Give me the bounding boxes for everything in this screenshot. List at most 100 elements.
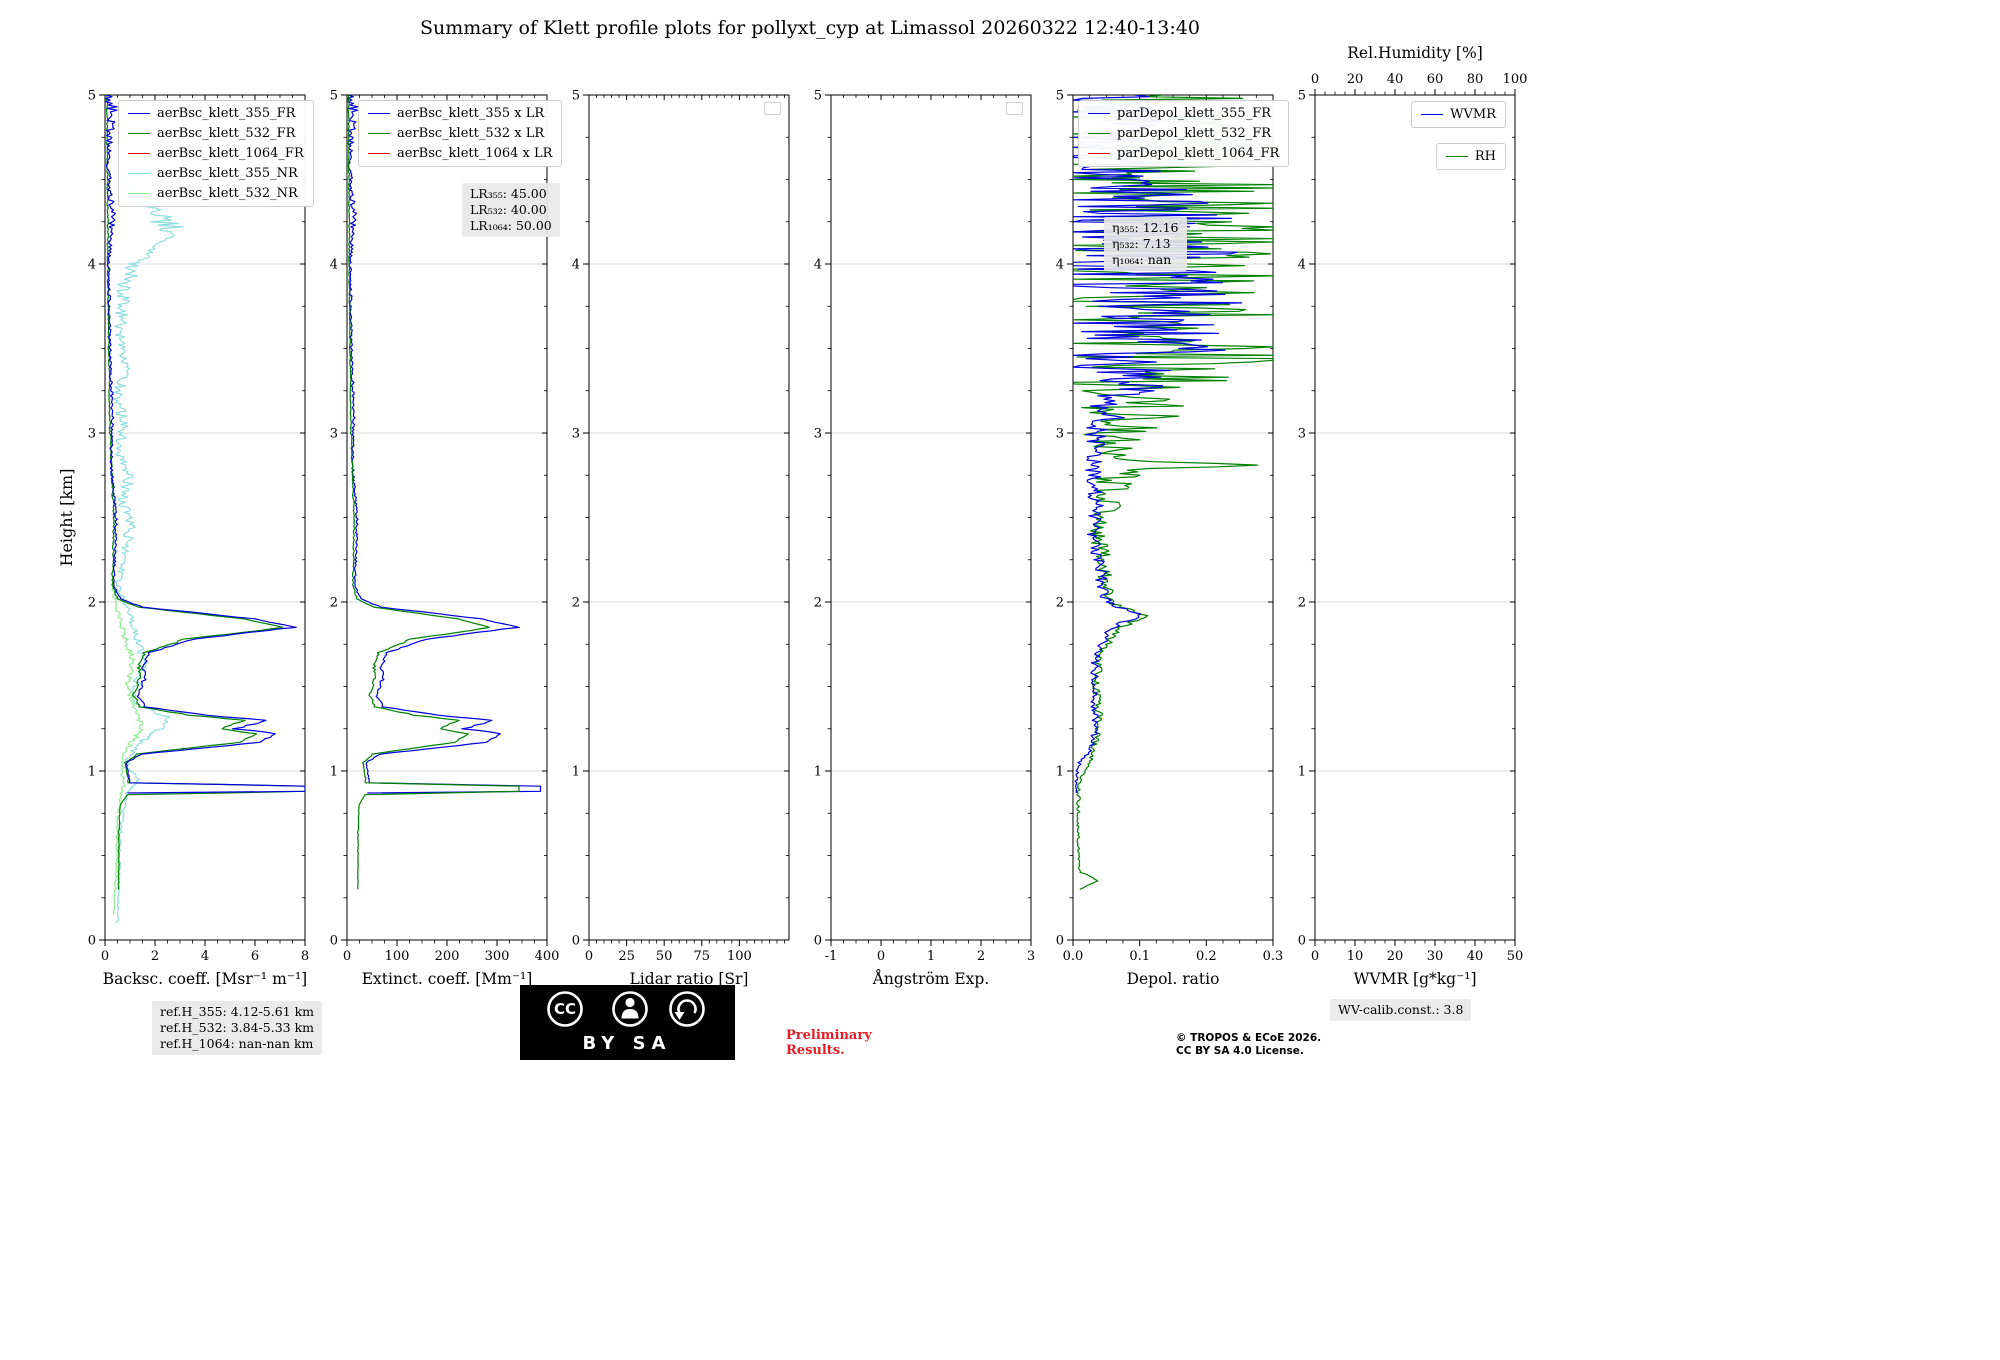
xlabel-wvmr: WVMR [g*kg⁻¹]: [1353, 970, 1476, 988]
y-tick-label: 3: [330, 427, 338, 442]
y-tick-label: 3: [88, 427, 96, 442]
y-tick-label: 1: [1298, 765, 1306, 780]
y-tick-label: 5: [1056, 89, 1064, 104]
series-parDepol_klett_355_FR: [1073, 95, 1243, 794]
figure-title: Summary of Klett profile plots for polly…: [420, 17, 1200, 39]
x-tick-label: 200: [435, 949, 460, 964]
x-tick-label: 6: [251, 949, 259, 964]
x-tick-label: 100: [727, 949, 752, 964]
x-tick-label: 4: [201, 949, 209, 964]
x-tick-label: 75: [694, 949, 711, 964]
x-tick-label: 0.3: [1263, 949, 1284, 964]
x-tick-label: 0.1: [1129, 949, 1150, 964]
copyright-line-1: © TROPOS & ECoE 2026.: [1176, 1032, 1322, 1044]
copyright-note: © TROPOS & ECoE 2026. CC BY SA 4.0 Licen…: [1176, 1032, 1321, 1057]
x-tick-label: 0: [1311, 949, 1319, 964]
preliminary-results-note: Preliminary Results.: [786, 1028, 872, 1058]
y-tick-label: 1: [1056, 765, 1064, 780]
top-tick-label: 0: [1311, 72, 1319, 87]
y-tick-label: 0: [330, 934, 338, 949]
series-aerBsc_klett_355_FR: [105, 95, 305, 794]
y-tick-label: 0: [1056, 934, 1064, 949]
x-tick-label: 30: [1427, 949, 1444, 964]
person-icon: [612, 991, 648, 1027]
y-tick-label: 5: [572, 89, 580, 104]
x-tick-label: 0.2: [1196, 949, 1217, 964]
axes-spines: [588, 94, 790, 941]
ref-h-355: ref.H_355: 4.12-5.61 km: [160, 1004, 315, 1019]
cc-by-sa-text: BY SA: [583, 1033, 672, 1054]
x-tick-label: 40: [1467, 949, 1484, 964]
top-tick-label: 40: [1387, 72, 1404, 87]
preliminary-line-1: Preliminary: [786, 1028, 872, 1043]
y-tick-label: 1: [330, 765, 338, 780]
x-tick-label: 300: [485, 949, 510, 964]
top-tick-label: 80: [1467, 72, 1484, 87]
y-tick-label: 5: [88, 89, 96, 104]
ylabel: Height [km]: [57, 469, 76, 567]
y-tick-label: 4: [1056, 258, 1064, 273]
x-tick-label: 50: [656, 949, 673, 964]
y-tick-label: 4: [88, 258, 96, 273]
x-tick-label: 8: [301, 949, 309, 964]
cc-icon-label: CC: [554, 1000, 576, 1018]
y-tick-label: 4: [330, 258, 338, 273]
y-tick-label: 2: [814, 596, 822, 611]
y-tick-label: 0: [572, 934, 580, 949]
y-tick-label: 1: [88, 765, 96, 780]
y-tick-label: 4: [1298, 258, 1306, 273]
y-tick-label: 0: [814, 934, 822, 949]
y-tick-label: 2: [572, 596, 580, 611]
y-tick-label: 3: [572, 427, 580, 442]
series-aerBsc_klett_355_NR: [112, 170, 184, 924]
top-axis-label: Rel.Humidity [%]: [1347, 44, 1483, 62]
series-aerBsc_klett_355_x_LR: [347, 95, 542, 794]
y-tick-label: 4: [814, 258, 822, 273]
panel-depol: 0 1 2 3 4 5 0.0 0.1 0.2 0.3 Depol. ratio: [1056, 89, 1284, 989]
x-tick-label: 0: [101, 949, 109, 964]
ref-h-532: ref.H_532: 3.84-5.33 km: [160, 1020, 315, 1035]
wv-calibration-note: WV-calib.const.: 3.8: [1330, 999, 1472, 1021]
x-tick-label: -1: [825, 949, 838, 964]
top-tick-label: 60: [1427, 72, 1444, 87]
y-tick-label: 5: [330, 89, 338, 104]
xlabel-lr: Lidar ratio [Sr]: [630, 970, 749, 988]
axes-spines: [1314, 94, 1516, 941]
reference-height-box: ref.H_355: 4.12-5.61 km ref.H_532: 3.84-…: [152, 1001, 323, 1055]
x-tick-label: 1: [927, 949, 935, 964]
axes-spines: [830, 94, 1032, 941]
y-tick-label: 1: [572, 765, 580, 780]
preliminary-line-2: Results.: [786, 1043, 845, 1058]
y-tick-label: 2: [1298, 596, 1306, 611]
y-tick-label: 4: [572, 258, 580, 273]
x-tick-label: 10: [1347, 949, 1364, 964]
x-tick-label: 0: [877, 949, 885, 964]
xlabel-depol: Depol. ratio: [1127, 970, 1220, 988]
share-alike-icon: [669, 991, 705, 1027]
xlabel-ext: Extinct. coeff. [Mm⁻¹]: [362, 970, 533, 988]
y-tick-label: 2: [88, 596, 96, 611]
axes-spines: [104, 94, 306, 941]
x-tick-label: 50: [1507, 949, 1524, 964]
y-tick-label: 2: [1056, 596, 1064, 611]
copyright-line-2: CC BY SA 4.0 License.: [1176, 1044, 1304, 1057]
top-tick-label: 100: [1503, 72, 1528, 87]
xlabel-bsc: Backsc. coeff. [Msr⁻¹ m⁻¹]: [103, 970, 307, 988]
cc-by-sa-badge: CC BY SA: [520, 985, 735, 1060]
series-aerBsc_klett_532_NR: [111, 584, 144, 915]
x-tick-label: 2: [151, 949, 159, 964]
x-tick-label: 2: [977, 949, 985, 964]
y-tick-label: 0: [1298, 934, 1306, 949]
x-tick-label: 0: [585, 949, 593, 964]
y-tick-label: 3: [1056, 427, 1064, 442]
series-aerBsc_klett_532_FR: [105, 95, 305, 890]
x-tick-label: 100: [385, 949, 410, 964]
x-tick-label: 20: [1387, 949, 1404, 964]
cc-icon: [547, 991, 583, 1027]
y-tick-label: 1: [814, 765, 822, 780]
